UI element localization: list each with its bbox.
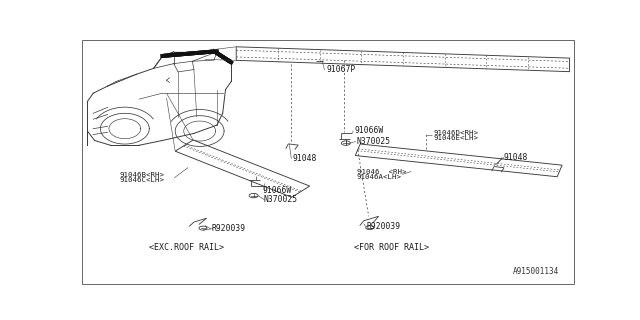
Text: 91066W: 91066W xyxy=(262,186,292,195)
Text: 91067P: 91067P xyxy=(326,65,356,75)
Text: 91046D<RH>: 91046D<RH> xyxy=(433,130,478,136)
Text: 91048: 91048 xyxy=(292,154,317,163)
Text: 91046C<LH>: 91046C<LH> xyxy=(120,177,164,183)
Text: <EXC.ROOF RAIL>: <EXC.ROOF RAIL> xyxy=(149,243,224,252)
Text: 91046B<RH>: 91046B<RH> xyxy=(120,172,164,178)
Text: 91046A<LH>: 91046A<LH> xyxy=(356,174,402,180)
Text: N370025: N370025 xyxy=(356,137,391,146)
Text: 91046E<LH>: 91046E<LH> xyxy=(433,135,478,141)
Text: R920039: R920039 xyxy=(211,224,246,233)
Text: <FOR ROOF RAIL>: <FOR ROOF RAIL> xyxy=(354,243,429,252)
Text: 91066W: 91066W xyxy=(355,126,383,135)
Text: A915001134: A915001134 xyxy=(513,267,559,276)
Text: 91046  <RH>: 91046 <RH> xyxy=(356,169,406,175)
Text: R920039: R920039 xyxy=(367,222,401,231)
Text: N370025: N370025 xyxy=(264,195,298,204)
Text: 91048: 91048 xyxy=(503,153,527,162)
